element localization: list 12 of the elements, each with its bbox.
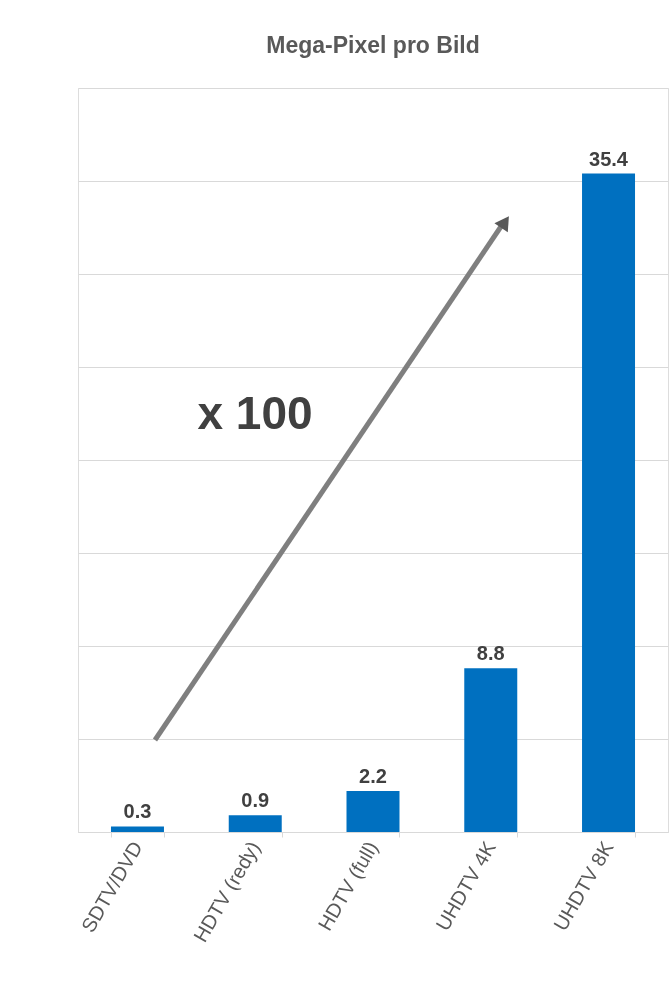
data-label: 2.2 [359, 765, 387, 788]
bar [464, 668, 518, 832]
bar [346, 791, 400, 832]
data-label: 0.9 [241, 789, 270, 812]
data-label: 8.8 [476, 642, 505, 665]
data-label: 0.3 [123, 800, 152, 823]
data-label: 35.4 [589, 147, 629, 170]
bar [110, 826, 164, 832]
bar [228, 815, 282, 832]
chart-title: Mega-Pixel pro Bild [266, 32, 480, 58]
annotation: x 100 [197, 387, 313, 439]
bar [582, 173, 636, 832]
